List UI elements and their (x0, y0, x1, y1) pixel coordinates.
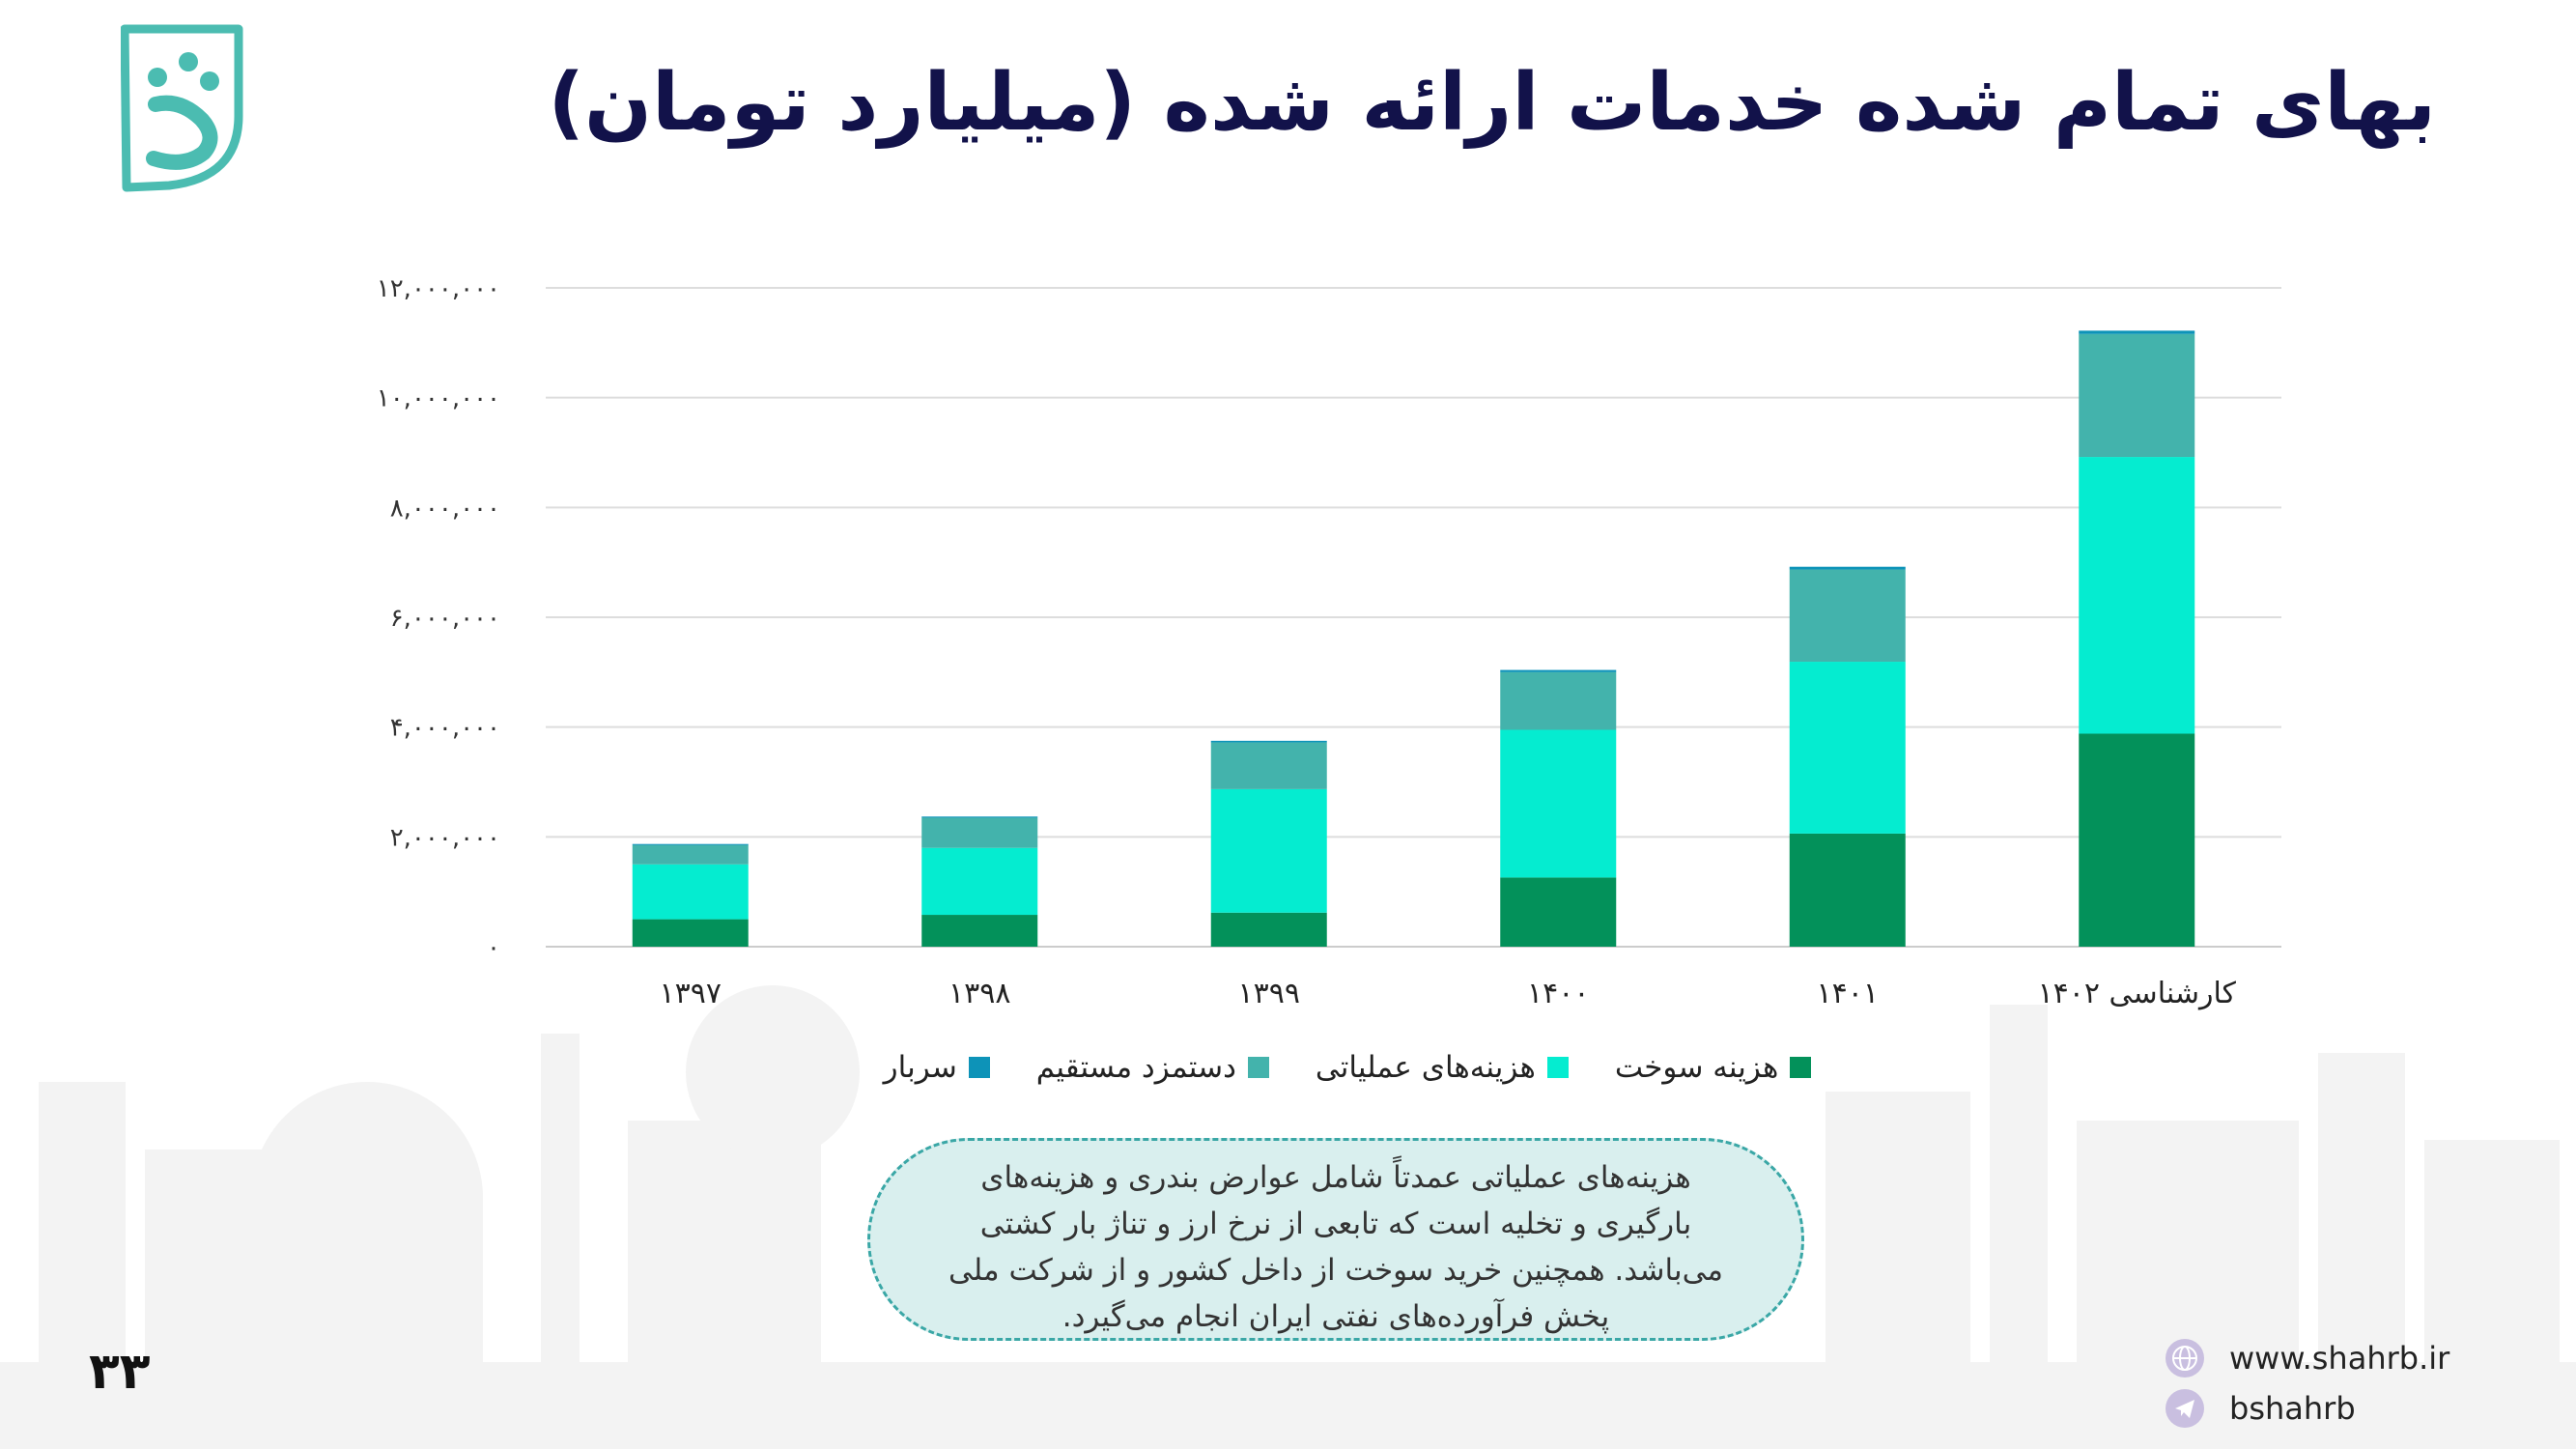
page-number: ۳۳ (89, 1343, 151, 1401)
note-line: پخش فرآورده‌های نفتی ایران انجام می‌گیرد… (1062, 1299, 1610, 1334)
y-axis-ticks: ۰ ۲,۰۰۰,۰۰۰ ۴,۰۰۰,۰۰۰ ۶,۰۰۰,۰۰۰ ۸,۰۰۰,۰۰۰ ۱۰,… (377, 274, 500, 962)
bar-segment (921, 915, 1038, 947)
bar-segment (921, 817, 1038, 848)
note-box: هزینه‌های عملیاتی عمدتاً شامل عوارض بندر… (867, 1138, 1804, 1341)
y-tick-label: ۱۲,۰۰۰,۰۰۰ (377, 274, 500, 303)
bar-segment (2079, 333, 2195, 458)
bars (632, 330, 2195, 947)
bar-segment (1500, 671, 1617, 730)
note-line: می‌باشد. همچنین خرید سوخت از داخل کشور و… (948, 1253, 1724, 1288)
legend-label: سربار (883, 1050, 957, 1085)
bar-segment (1210, 742, 1327, 789)
bar-segment (921, 816, 1038, 818)
bar-segment (2079, 330, 2195, 334)
bar-segment (1500, 877, 1617, 947)
chart-legend: هزینه سوخت هزینه‌های عملیاتی دستمزد مستق… (864, 1043, 1830, 1092)
y-tick-label: ۲,۰۰۰,۰۰۰ (390, 823, 500, 852)
contact-info: www.shahrb.ir bshahrb (2164, 1333, 2511, 1439)
y-tick-label: ۶,۰۰۰,۰۰۰ (390, 604, 500, 633)
bar-segment (632, 919, 749, 947)
y-tick-label: ۴,۰۰۰,۰۰۰ (390, 714, 500, 743)
legend-label: دستمزد مستقیم (1035, 1050, 1236, 1085)
telegram-row[interactable]: bshahrb (2164, 1383, 2511, 1434)
x-tick-label: ۱۳۹۸ (948, 977, 1010, 1010)
legend-swatch (1546, 1057, 1569, 1078)
legend-item: هزینه سوخت (1615, 1050, 1812, 1085)
bar-segment (1789, 662, 1906, 834)
legend-label: هزینه سوخت (1614, 1050, 1779, 1085)
website-row[interactable]: www.shahrb.ir (2164, 1333, 2511, 1383)
legend-item: دستمزد مستقیم (1036, 1050, 1269, 1085)
telegram-link[interactable]: bshahrb (2229, 1390, 2356, 1427)
bar-segment (1210, 788, 1327, 913)
bar-segment (921, 847, 1038, 916)
bar-segment (2079, 733, 2195, 947)
legend-swatch (1247, 1057, 1269, 1078)
legend-item: سربار (884, 1050, 990, 1085)
bar-segment (1210, 912, 1327, 947)
logo-icon (121, 24, 243, 192)
bar-segment (1789, 833, 1906, 947)
y-tick-label: ۰ (487, 933, 500, 962)
legend-swatch (1790, 1057, 1812, 1078)
bar-segment (1500, 729, 1617, 878)
y-tick-label: ۸,۰۰۰,۰۰۰ (390, 494, 500, 523)
x-tick-label: ۱۳۹۹ (1238, 977, 1300, 1010)
y-tick-label: ۱۰,۰۰۰,۰۰۰ (377, 384, 500, 413)
telegram-icon (2166, 1389, 2204, 1428)
legend-item: هزینه‌های عملیاتی (1316, 1050, 1569, 1085)
bar-segment (1500, 669, 1617, 672)
x-tick-label: کارشناسی ۱۴۰۲ (2038, 977, 2237, 1010)
note-line: بارگیری و تخلیه است که تابعی از نرخ ارز … (979, 1207, 1692, 1241)
bar-segment (2079, 457, 2195, 734)
website-link[interactable]: www.shahrb.ir (2229, 1340, 2450, 1377)
bar-segment (1210, 740, 1327, 743)
bar-segment (632, 844, 749, 865)
bar-segment (1789, 566, 1906, 570)
page-title: بهای تمام شده خدمات ارائه شده (میلیارد ت… (548, 57, 2436, 149)
x-axis-ticks: ۱۳۹۷ ۱۳۹۸ ۱۳۹۹ ۱۴۰۰ ۱۴۰۱ کارشناسی ۱۴۰۲ (660, 977, 2237, 1010)
grid-lines (546, 287, 2281, 948)
bar-segment (1789, 569, 1906, 663)
x-tick-label: ۱۴۰۰ (1527, 977, 1589, 1010)
x-tick-label: ۱۴۰۱ (1817, 977, 1879, 1010)
bar-segment (632, 843, 749, 845)
note-line: هزینه‌های عملیاتی عمدتاً شامل عوارض بندر… (980, 1160, 1691, 1195)
bar-segment (632, 864, 749, 920)
globe-icon (2166, 1339, 2204, 1378)
x-tick-label: ۱۳۹۷ (660, 977, 722, 1010)
legend-label: هزینه‌های عملیاتی (1315, 1050, 1536, 1085)
legend-swatch (968, 1057, 990, 1078)
